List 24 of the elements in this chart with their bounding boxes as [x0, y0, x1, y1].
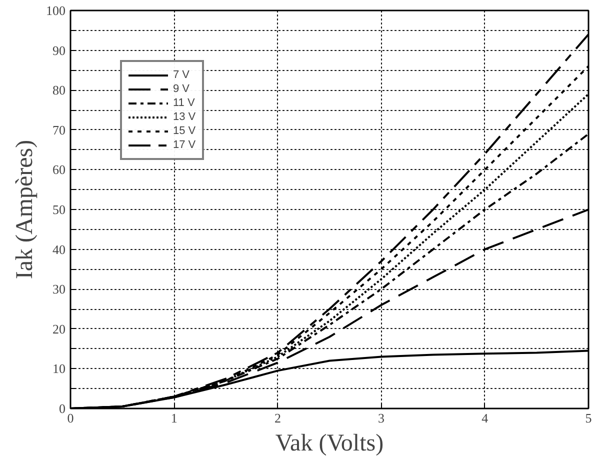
x-axis-title: Vak (Volts)	[275, 430, 384, 456]
y-tick-label: 80	[52, 82, 66, 98]
x-tick-label: 5	[585, 410, 592, 426]
y-tick-label: 60	[52, 162, 66, 178]
legend-label: 13 V	[173, 110, 196, 124]
legend-label: 15 V	[173, 124, 196, 138]
legend-label: 7 V	[173, 68, 191, 82]
y-tick-label: 70	[52, 122, 66, 138]
x-tick-label: 2	[274, 410, 281, 426]
legend-label: 9 V	[173, 82, 191, 96]
y-tick-label: 90	[52, 42, 66, 58]
y-tick-label: 20	[52, 321, 66, 336]
y-tick-label: 0	[59, 401, 66, 416]
y-tick-label: 10	[52, 361, 66, 376]
y-tick-label: 40	[52, 242, 66, 257]
y-axis-title: Iak (Ampères)	[12, 140, 38, 280]
y-tick-label: 50	[52, 202, 66, 217]
y-tick-label: 30	[52, 282, 66, 297]
legend-label: 11 V	[173, 96, 195, 110]
x-tick-label: 1	[170, 410, 178, 426]
x-tick-label: 4	[482, 410, 489, 426]
legend-label: 17 V	[173, 138, 196, 152]
y-tick-label: 100	[46, 3, 66, 18]
x-tick-label: 3	[378, 410, 385, 426]
